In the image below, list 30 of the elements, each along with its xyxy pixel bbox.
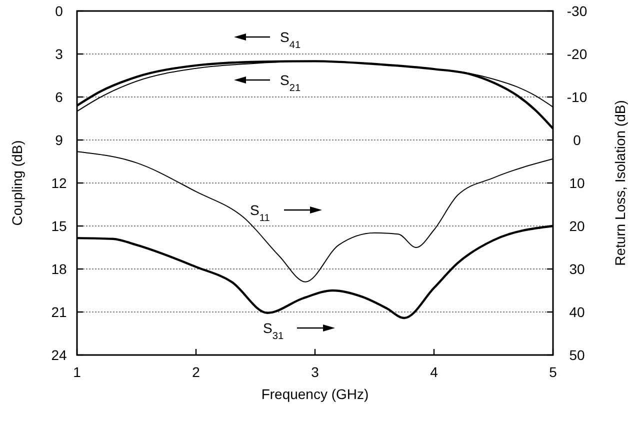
- y2-axis-title: Return Loss, Isolation (dB): [612, 100, 628, 266]
- y2-tick-label: 30: [569, 261, 585, 277]
- y2-tick-label: -10: [566, 89, 588, 105]
- y2-tick-label: 40: [569, 304, 585, 320]
- y-tick-label: 24: [51, 347, 67, 363]
- y-tick-label: 9: [55, 132, 64, 148]
- y-tick-label: 15: [51, 218, 67, 234]
- y-tick-label: 12: [51, 175, 67, 191]
- series-label: S$_{11}$: [250, 202, 270, 224]
- y2-tick-label: -20: [566, 46, 588, 62]
- legend-label: S$_{21}$: [280, 72, 301, 94]
- y-tick-label: 18: [51, 261, 67, 277]
- y2-tick-label: 20: [569, 218, 585, 234]
- x-tick-label: 2: [192, 364, 200, 380]
- legend-label: S$_{41}$: [280, 29, 301, 50]
- y-tick-label: 6: [55, 89, 64, 105]
- x-axis-title: Frequency (GHz): [261, 386, 369, 402]
- x-tick-label: 1: [73, 364, 82, 380]
- y2-tick-label: -30: [566, 3, 588, 19]
- y-tick-label: 0: [55, 3, 64, 19]
- x-tick-label: 4: [430, 364, 438, 380]
- y2-tick-label: 10: [569, 175, 585, 191]
- y-tick-label: 3: [55, 46, 64, 62]
- series-label: S$_{31}$: [263, 320, 284, 342]
- y-axis-title: Coupling (dB): [9, 140, 25, 226]
- y-tick-label: 21: [51, 304, 67, 320]
- y2-tick-label: 0: [573, 132, 582, 148]
- x-tick-label: 5: [549, 364, 558, 380]
- x-tick-label: 3: [311, 364, 320, 380]
- y2-tick-label: 50: [569, 347, 585, 363]
